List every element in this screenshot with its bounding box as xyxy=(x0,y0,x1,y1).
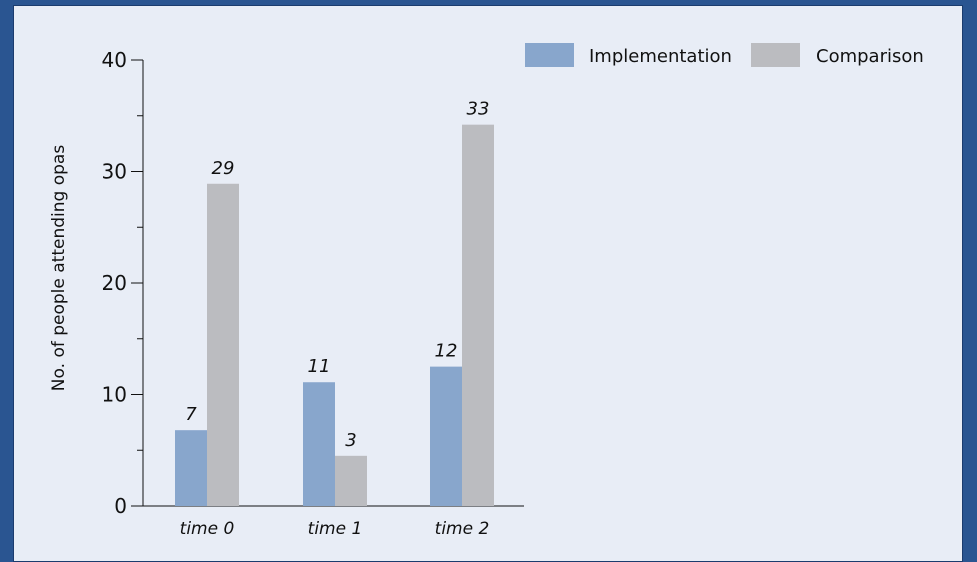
bar-comparison-2 xyxy=(462,124,494,507)
x-category-label: time 2 xyxy=(435,519,490,539)
bar-implementation-1 xyxy=(303,382,335,506)
bar-implementation-2 xyxy=(430,366,462,506)
x-category-label: time 0 xyxy=(180,519,235,539)
bar-comparison-0 xyxy=(207,183,239,506)
bar-implementation-0 xyxy=(175,430,207,506)
legend-swatch-comparison xyxy=(751,43,800,67)
bar-comparison-1 xyxy=(335,455,367,506)
y-tick-label: 40 xyxy=(102,48,127,72)
y-tick-label: 0 xyxy=(114,494,127,518)
y-tick-label: 10 xyxy=(102,383,127,407)
legend-swatch-implementation xyxy=(525,43,574,67)
x-category-label: time 1 xyxy=(308,519,363,539)
data-label-comparison-0: 29 xyxy=(212,158,235,179)
data-label-implementation-2: 12 xyxy=(435,341,458,362)
data-label-implementation-0: 7 xyxy=(185,404,197,425)
data-label-implementation-1: 11 xyxy=(308,356,331,377)
legend-label-implementation: Implementation xyxy=(589,46,732,67)
y-axis-label: No. of people attending opas xyxy=(49,145,69,392)
y-tick-label: 30 xyxy=(102,160,127,184)
legend-label-comparison: Comparison xyxy=(816,46,924,67)
data-label-comparison-2: 33 xyxy=(467,99,490,120)
data-label-comparison-1: 3 xyxy=(345,430,356,451)
y-tick-label: 20 xyxy=(102,271,127,295)
